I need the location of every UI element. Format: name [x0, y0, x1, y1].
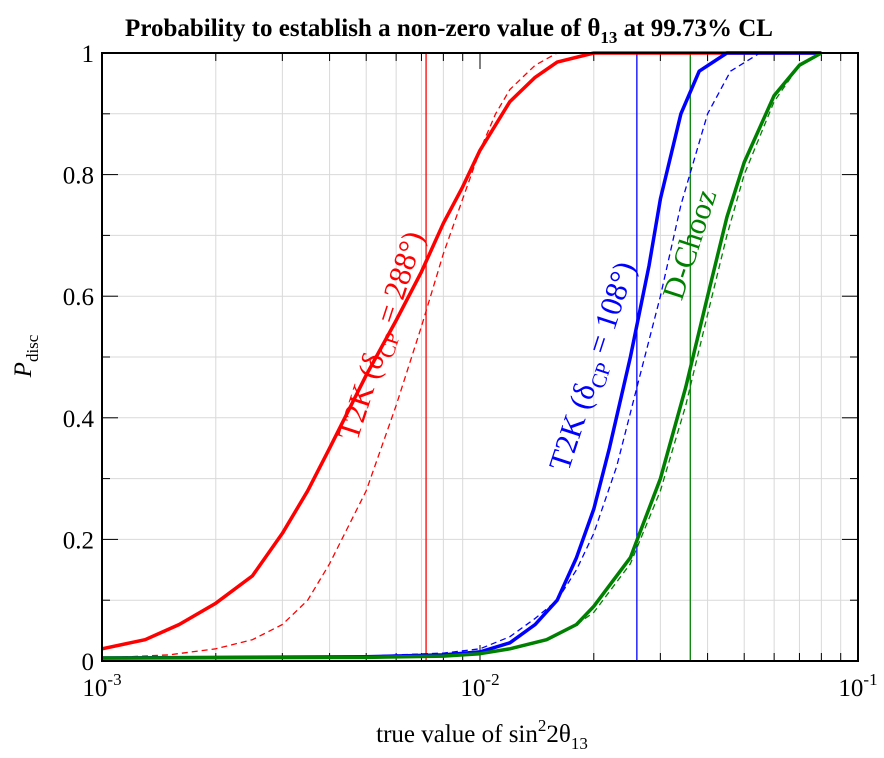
series-line	[101, 51, 822, 651]
x-tick-label: 10-3	[82, 670, 121, 702]
y-tick-label: 0.8	[63, 163, 94, 190]
series-line	[101, 52, 822, 659]
series-line	[101, 52, 822, 659]
y-tick-label: 1	[82, 41, 95, 68]
annotations: T2K (δCP = 288°) T2K (δCP = 108°)D-Chooz	[330, 185, 723, 476]
x-tick-label: 10-1	[838, 670, 877, 702]
curve-label: T2K (δCP = 288°)	[330, 227, 436, 446]
reference-lines	[425, 53, 691, 661]
y-axis-label: Pdisc	[10, 334, 42, 378]
series-line	[101, 52, 822, 659]
x-axis-label: true value of sin22θ13	[376, 716, 588, 753]
x-tick-label: 10-2	[460, 670, 499, 702]
tick-labels: 0 0.2 0.4 0.6 0.8 1 10-3 10-2 10-1	[63, 41, 878, 702]
curve-label: D-Chooz	[655, 185, 723, 304]
curve-label: T2K (δCP = 108°)	[542, 257, 648, 476]
chart-title: Probability to establish a non-zero valu…	[125, 15, 773, 47]
y-tick-label: 0.6	[63, 284, 94, 311]
series-line	[101, 51, 823, 660]
plot-frame	[101, 52, 859, 662]
y-tick-label: 0.4	[63, 406, 95, 433]
grid	[102, 53, 858, 661]
series-line	[101, 51, 822, 660]
y-tick-label: 0.2	[63, 527, 94, 554]
y-tick-label: 0	[82, 649, 95, 676]
series-group	[101, 51, 823, 660]
